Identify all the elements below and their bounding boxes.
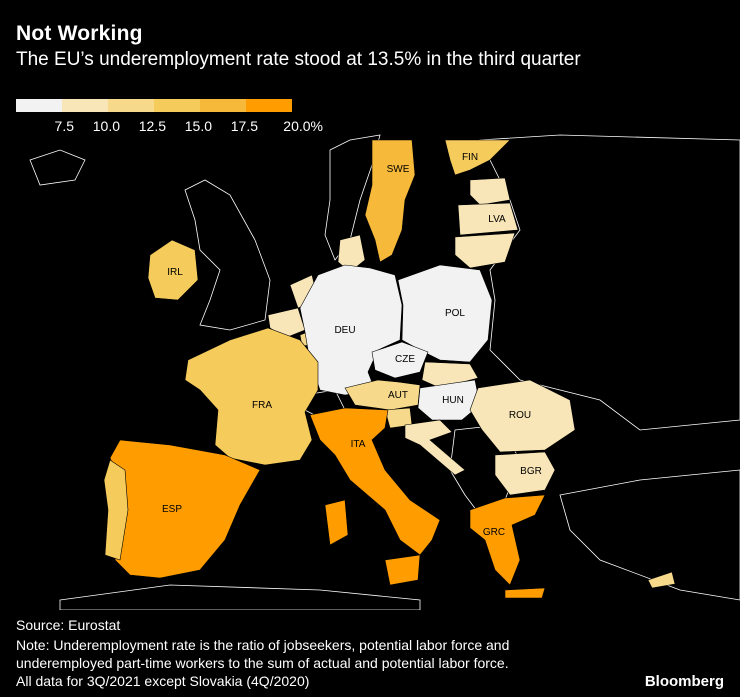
source-note: Source: Eurostat	[16, 617, 121, 633]
country-ltu	[454, 232, 516, 269]
label-lva: LVA	[488, 214, 506, 225]
map-canvas: SWE FIN LVA IRL DEU POL CZE AUT HUN FRA …	[29, 134, 740, 610]
land-great-britain	[184, 179, 271, 331]
legend-swatch-3	[154, 99, 200, 112]
legend-swatch-5	[246, 99, 292, 112]
country-irl	[147, 239, 199, 301]
country-rou	[469, 379, 576, 453]
country-dnk	[337, 234, 366, 273]
land-north-africa	[59, 584, 421, 610]
legend-labels: 7.5 10.0 12.5 15.0 17.5 20.0%	[16, 118, 323, 138]
land-norway	[324, 134, 381, 261]
legend-swatch-4	[200, 99, 246, 112]
legend-swatch-2	[108, 99, 154, 112]
chart-subtitle: The EU’s underemployment rate stood at 1…	[16, 49, 581, 70]
country-deu	[299, 264, 403, 396]
label-pol: POL	[445, 308, 465, 319]
legend-label-0: 7.5	[54, 118, 74, 134]
legend-label-2: 12.5	[138, 118, 166, 134]
footnote: Note: Underemployment rate is the ratio …	[16, 636, 616, 690]
country-fin	[444, 139, 511, 176]
label-fra: FRA	[252, 400, 272, 411]
label-cze: CZE	[395, 354, 415, 365]
country-bgr	[494, 451, 556, 496]
country-labels: SWE FIN LVA IRL DEU POL CZE AUT HUN FRA …	[162, 152, 542, 538]
legend-swatches	[16, 99, 292, 112]
country-hun	[417, 379, 481, 421]
bloomberg-logo: Bloomberg	[644, 673, 724, 690]
country-cze	[371, 341, 429, 379]
label-fin: FIN	[462, 152, 478, 163]
country-est	[469, 177, 511, 206]
label-deu: DEU	[334, 325, 355, 336]
label-grc: GRC	[483, 527, 505, 538]
footnote-line-3: All data for 3Q/2021 except Slovakia (4Q…	[16, 673, 310, 689]
europe-map: SWE FIN LVA IRL DEU POL CZE AUT HUN FRA …	[0, 130, 740, 610]
country-ita	[309, 407, 441, 586]
chart-title: Not Working	[16, 22, 143, 45]
legend-label-4: 17.5	[230, 118, 258, 134]
footnote-line-1: Note: Underemployment rate is the ratio …	[16, 637, 510, 653]
country-lva	[457, 202, 519, 236]
label-irl: IRL	[167, 267, 183, 278]
label-hun: HUN	[442, 395, 464, 406]
legend-swatch-0	[16, 99, 62, 112]
country-cyp	[647, 571, 676, 589]
legend-label-3: 15.0	[184, 118, 212, 134]
background-land	[29, 134, 740, 610]
legend-swatch-1	[62, 99, 108, 112]
country-swe	[364, 139, 416, 263]
legend-label-1: 10.0	[92, 118, 120, 134]
label-bgr: BGR	[520, 466, 542, 477]
country-bel	[267, 307, 306, 339]
country-pol	[397, 264, 493, 363]
label-rou: ROU	[509, 410, 531, 421]
footnote-line-2: underemployed part-time workers to the s…	[16, 655, 509, 671]
legend-label-5: 20.0%	[283, 118, 323, 134]
label-ita: ITA	[351, 439, 366, 450]
country-prt	[103, 459, 129, 561]
label-swe: SWE	[387, 164, 410, 175]
color-legend: 7.5 10.0 12.5 15.0 17.5 20.0%	[16, 99, 323, 138]
eu-countries	[103, 139, 676, 599]
label-esp: ESP	[162, 504, 182, 515]
country-grc	[469, 494, 546, 599]
label-aut: AUT	[388, 390, 408, 401]
land-iceland	[29, 149, 86, 186]
country-fra	[184, 327, 319, 466]
land-turkey	[559, 469, 740, 601]
country-esp	[109, 439, 261, 579]
country-hrv	[404, 419, 466, 476]
